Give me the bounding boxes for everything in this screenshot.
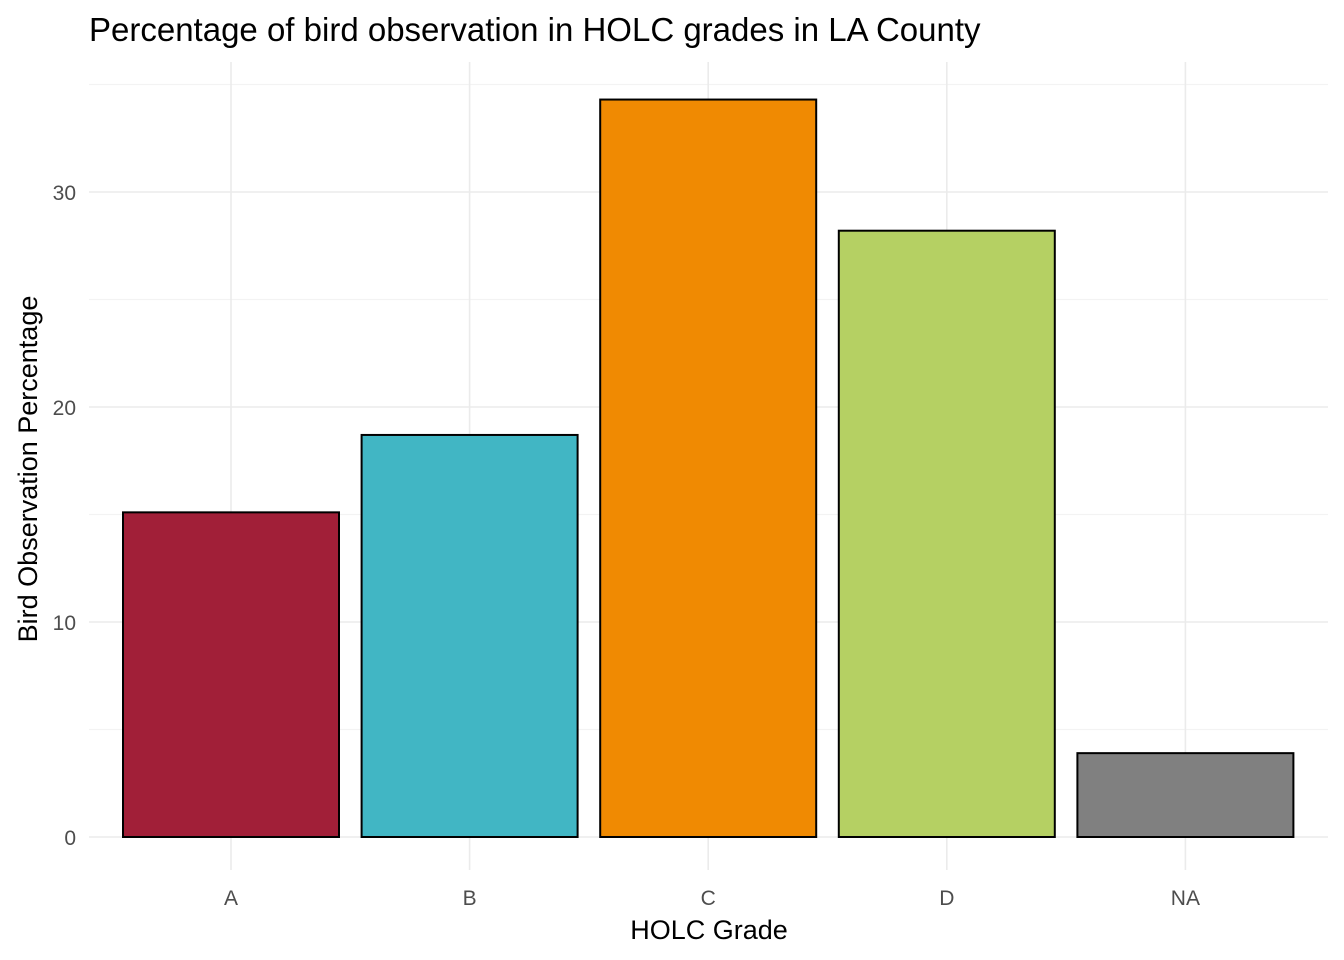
x-tick-label: NA bbox=[1171, 887, 1200, 910]
bar-d bbox=[837, 229, 1056, 838]
y-axis-title: Bird Observation Percentage bbox=[13, 296, 43, 643]
y-tick-label: 0 bbox=[64, 827, 76, 850]
y-axis-ticks: 0 10 20 30 bbox=[53, 182, 76, 850]
y-tick-label: 20 bbox=[53, 397, 76, 420]
y-tick-label: 10 bbox=[53, 612, 76, 635]
y-tick-label: 30 bbox=[53, 182, 76, 205]
bar-a bbox=[122, 511, 340, 838]
bar-b bbox=[360, 433, 579, 838]
x-tick-label: C bbox=[701, 887, 716, 910]
bar-na bbox=[1076, 752, 1295, 839]
bar-c bbox=[599, 98, 818, 839]
x-axis-title: HOLC Grade bbox=[630, 915, 788, 945]
chart-title: Percentage of bird observation in HOLC g… bbox=[89, 11, 981, 48]
x-tick-label: B bbox=[463, 887, 477, 910]
x-axis-ticks: A B C D NA bbox=[224, 887, 1200, 910]
bars-layer bbox=[122, 98, 1295, 839]
x-tick-label: A bbox=[224, 887, 238, 910]
x-tick-label: D bbox=[939, 887, 954, 910]
